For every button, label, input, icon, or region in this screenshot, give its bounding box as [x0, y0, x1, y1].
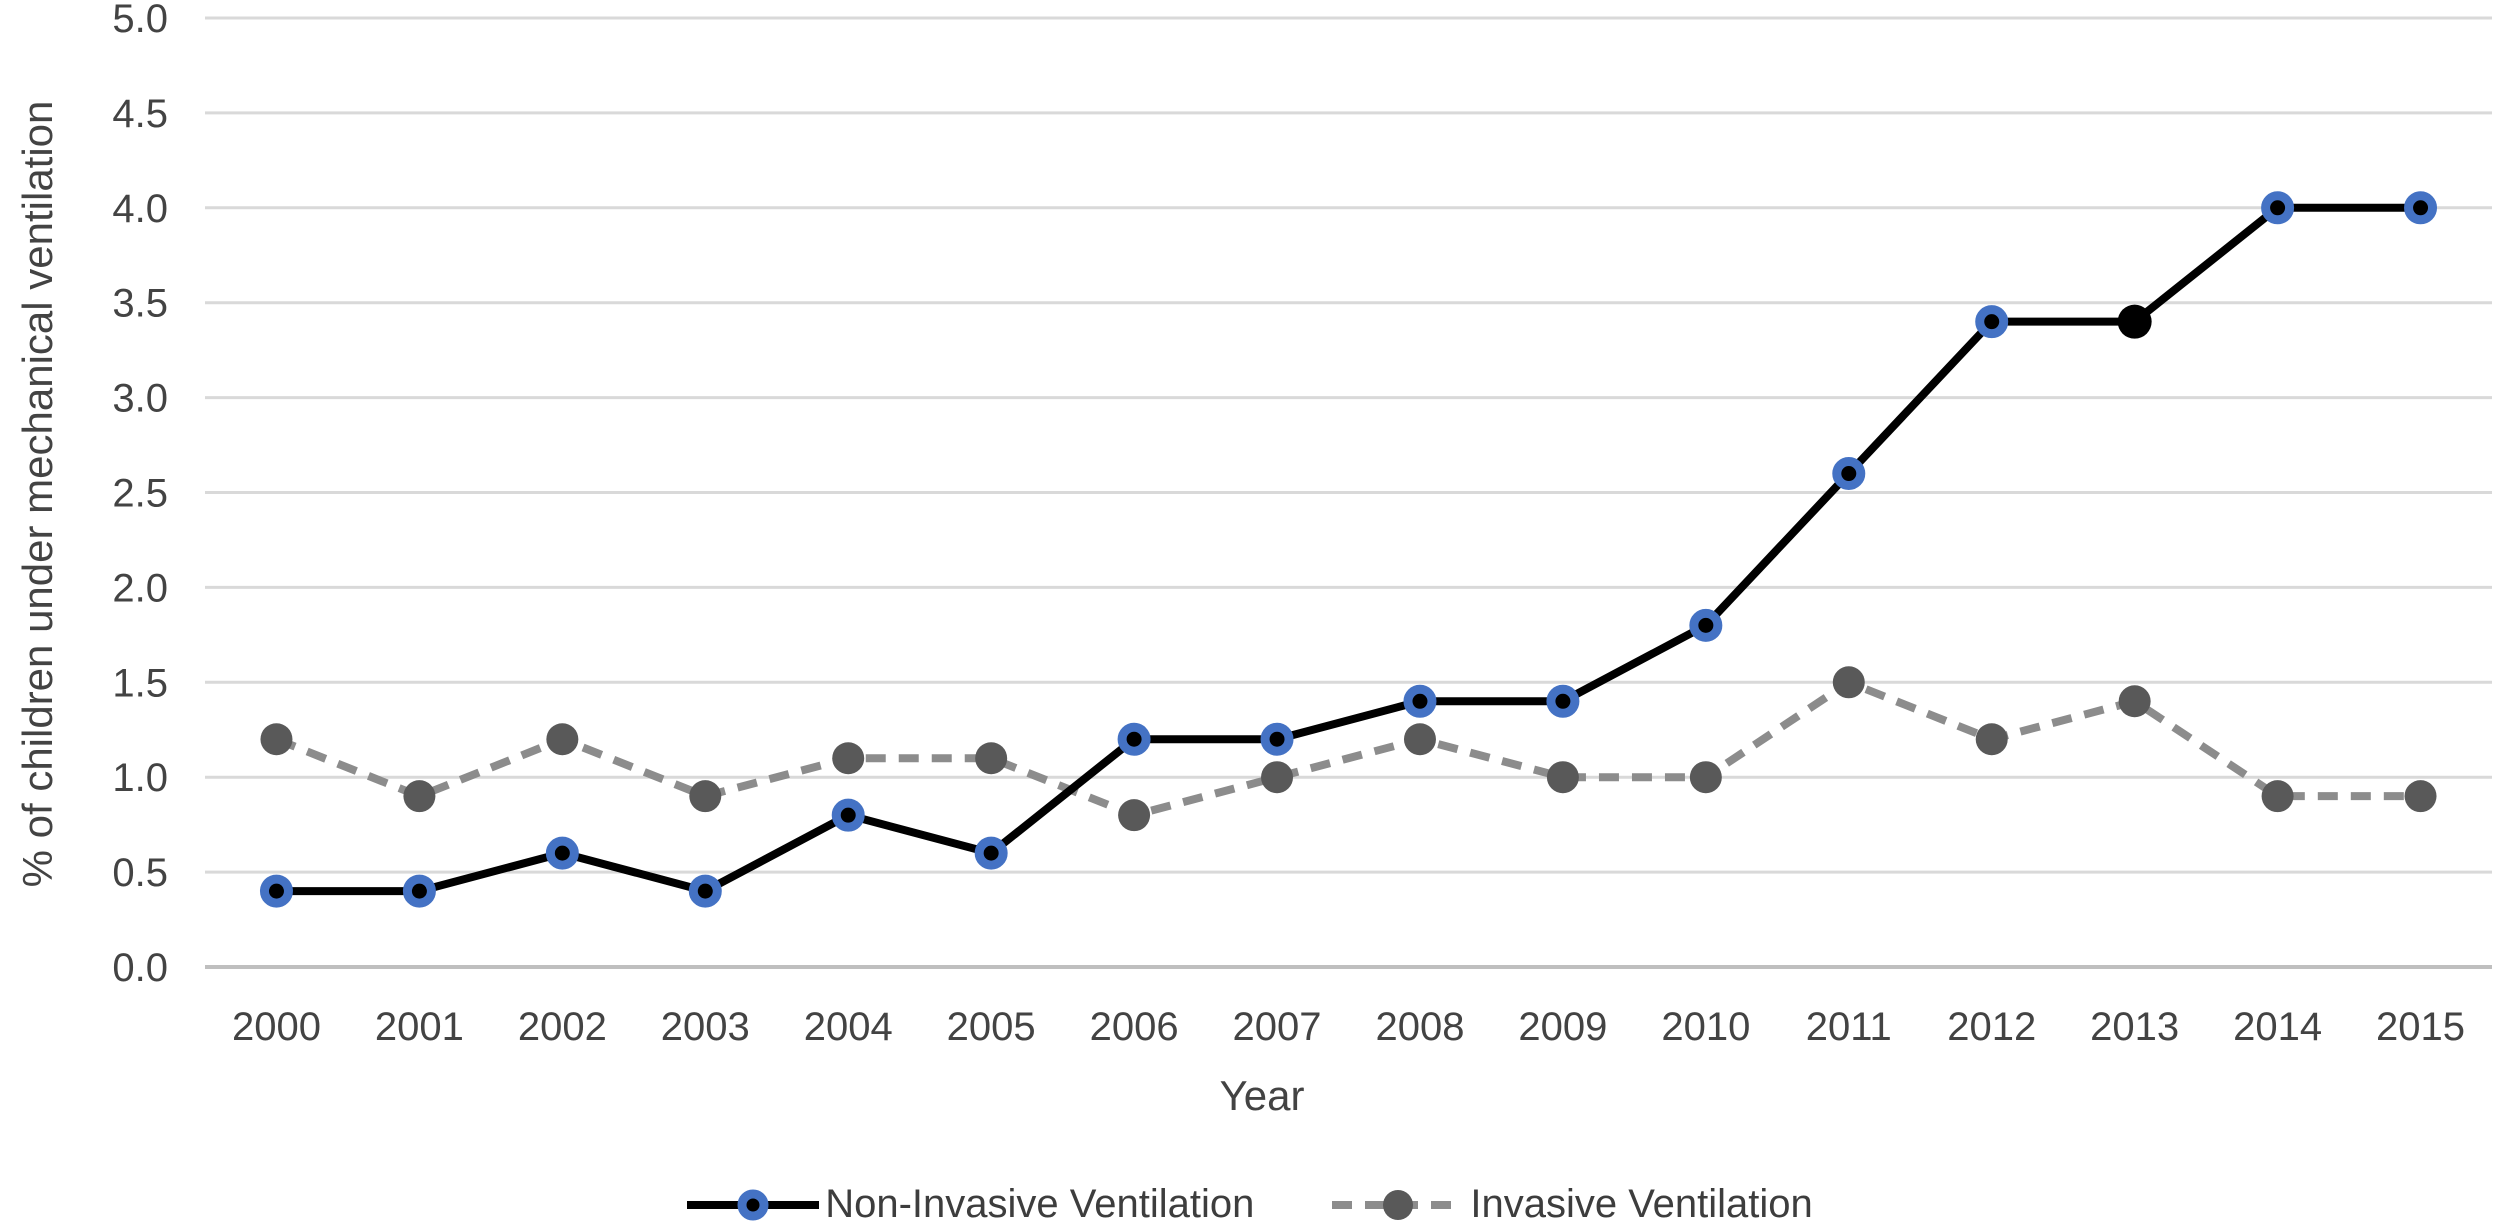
- y-tick-label: 2.5: [112, 472, 168, 516]
- x-tick-label: 2000: [232, 1005, 321, 1049]
- data-point-marker: [403, 780, 436, 813]
- data-point-marker: [1975, 723, 2008, 756]
- y-tick-label: 1.5: [112, 661, 168, 705]
- data-point-marker: [2261, 191, 2295, 225]
- x-tick-label: 2004: [804, 1005, 893, 1049]
- legend-marker-ring: [737, 1189, 769, 1220]
- legend-label-non-invasive: Non-Invasive Ventilation: [825, 1182, 1255, 1226]
- data-point-marker: [260, 723, 293, 756]
- data-point-marker: [2261, 780, 2294, 813]
- x-tick-label: 2015: [2376, 1005, 2465, 1049]
- x-tick-label: 2007: [1233, 1005, 1322, 1049]
- y-tick-label: 3.5: [112, 282, 168, 326]
- x-tick-label: 2012: [1947, 1005, 2036, 1049]
- y-tick-label: 0.5: [112, 851, 168, 895]
- data-point-marker: [2404, 191, 2438, 225]
- x-tick-label: 2010: [1661, 1005, 1750, 1049]
- x-tick-label: 2008: [1375, 1005, 1464, 1049]
- data-point-marker: [1689, 608, 1723, 642]
- data-point-marker: [1261, 761, 1294, 794]
- data-point-marker: [1403, 684, 1437, 718]
- legend-item-invasive: Invasive Ventilation: [1332, 1182, 1813, 1227]
- data-point-marker: [1118, 799, 1151, 832]
- data-point-marker: [1832, 457, 1866, 491]
- legend-label-invasive: Invasive Ventilation: [1470, 1182, 1813, 1226]
- y-tick-label: 4.5: [112, 92, 168, 136]
- data-point-marker: [546, 723, 579, 756]
- series-non-invasive: [259, 191, 2438, 908]
- data-point-marker: [688, 874, 722, 908]
- y-axis-title: % of children under mechanical ventilati…: [14, 101, 61, 888]
- x-tick-label: 2005: [947, 1005, 1036, 1049]
- data-point-marker: [1117, 722, 1151, 756]
- data-point-marker: [975, 742, 1008, 775]
- x-tick-label: 2001: [375, 1005, 464, 1049]
- gridlines: [205, 16, 2492, 874]
- data-point-marker: [1403, 723, 1436, 756]
- y-tick-label: 1.0: [112, 756, 168, 800]
- data-point-marker: [545, 836, 579, 870]
- y-tick-label: 4.0: [112, 187, 168, 231]
- y-tick-label: 5.0: [112, 0, 168, 41]
- data-point-marker: [974, 836, 1008, 870]
- legend-item-non-invasive: Non-Invasive Ventilation: [687, 1182, 1254, 1227]
- x-tick-label: 2013: [2090, 1005, 2179, 1049]
- y-tick-label: 3.0: [112, 377, 168, 421]
- x-tick-label: 2009: [1518, 1005, 1607, 1049]
- data-point-marker: [1546, 761, 1579, 794]
- data-point-marker: [1832, 666, 1865, 699]
- data-point-marker: [2404, 780, 2437, 813]
- y-tick-label: 0.0: [112, 946, 168, 990]
- y-tick-label: 2.0: [112, 566, 168, 610]
- data-point-marker: [832, 742, 865, 775]
- x-axis-title: Year: [1220, 1072, 1305, 1119]
- data-point-marker: [1689, 761, 1722, 794]
- legend-swatch-non-invasive: [687, 1189, 820, 1220]
- data-point-marker: [689, 780, 722, 813]
- x-tick-label: 2002: [518, 1005, 607, 1049]
- data-point-marker: [1975, 305, 2009, 339]
- legend-swatch-invasive: [1332, 1189, 1465, 1220]
- x-tick-label: 2014: [2233, 1005, 2322, 1049]
- data-point-marker: [402, 874, 436, 908]
- x-tick-label: 2006: [1090, 1005, 1179, 1049]
- series-line: [274, 678, 2421, 820]
- data-point-marker: [1546, 684, 1580, 718]
- data-point-marker: [1260, 722, 1294, 756]
- x-tick-label: 2011: [1806, 1005, 1892, 1049]
- series-invasive: [260, 666, 2437, 832]
- data-point-marker: [2117, 304, 2152, 339]
- y-axis-tick-labels: 0.0 0.5 1.0 1.5 2.0 2.5 3.0 3.5 4.0 4.5 5.0: [112, 0, 168, 990]
- x-axis-tick-labels: 2000 2001 2002 2003 2004 2005 2006 2007 2008 2009…: [232, 1005, 2465, 1049]
- data-point-marker: [831, 798, 865, 832]
- legend-marker-dot: [1383, 1189, 1414, 1220]
- x-tick-label: 2003: [661, 1005, 750, 1049]
- data-point-marker: [2118, 685, 2151, 718]
- chart-legend: Non-Invasive Ventilation Invasive Ventil…: [0, 1182, 2500, 1227]
- series-line: [276, 203, 2421, 896]
- data-point-marker: [259, 874, 293, 908]
